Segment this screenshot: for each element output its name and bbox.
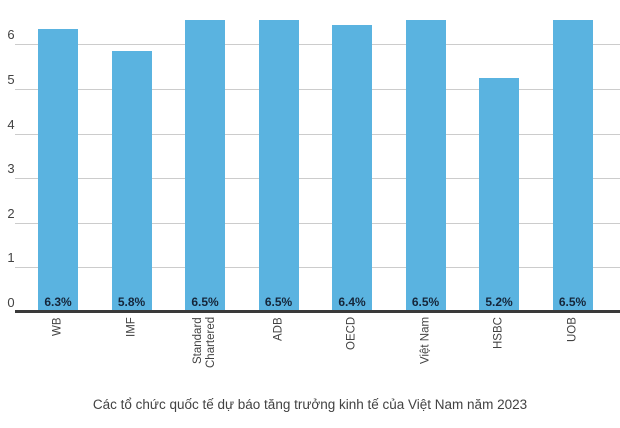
gridline	[15, 44, 620, 46]
bar	[185, 20, 225, 310]
x-tick-label-text: ADB	[272, 317, 284, 341]
x-tick-label-text: OECD	[345, 317, 358, 351]
x-tick-label-text: UOB	[566, 317, 578, 342]
bar	[479, 78, 519, 310]
x-tick-label: WB	[52, 317, 65, 387]
bar-value-label: 6.5%	[264, 295, 293, 309]
y-tick-label: 1	[7, 250, 15, 266]
x-tick-label-text: Standard Chartered	[192, 317, 217, 369]
gridline	[15, 89, 620, 90]
x-tick-label: Việt Nam	[419, 317, 432, 387]
y-tick-label: 2	[7, 205, 15, 221]
x-tick-label: HSBC	[493, 317, 506, 387]
bar	[111, 51, 152, 310]
x-tick-label-text: HSBC	[492, 317, 505, 349]
bar-value-label: 6.5%	[191, 295, 219, 309]
gridline	[15, 133, 620, 135]
y-tick-label: 6	[7, 27, 15, 43]
bar	[332, 25, 372, 310]
x-tick-label-text: IMF	[125, 317, 137, 337]
gridline	[15, 222, 620, 224]
bar	[38, 29, 78, 310]
x-tick-label: UOB	[566, 317, 579, 387]
bar-value-label: 6.5%	[411, 295, 440, 309]
y-tick-label: 4	[7, 116, 15, 132]
x-tick-label: IMF	[125, 317, 138, 387]
bar	[258, 20, 299, 310]
x-tick-label: Standard Chartered	[192, 317, 218, 387]
y-tick-label: 0	[7, 295, 15, 310]
x-tick-label: ADB	[272, 317, 285, 387]
x-axis-line	[15, 310, 620, 313]
gridline	[15, 178, 620, 180]
y-tick-label: 5	[7, 72, 15, 87]
x-tick-label-text: Việt Nam	[419, 317, 431, 365]
x-tick-label: OECD	[346, 317, 359, 387]
x-tick-label-text: WB	[51, 317, 64, 336]
gridline	[15, 267, 620, 269]
bar-value-label: 5.2%	[485, 295, 513, 309]
y-tick-label: 3	[7, 161, 15, 177]
bar	[405, 20, 446, 310]
bar-value-label: 6.5%	[558, 295, 587, 309]
bar	[552, 20, 593, 310]
bar-value-label: 6.3%	[44, 295, 72, 309]
chart-title: Các tổ chức quốc tế dự báo tăng trưởng k…	[92, 397, 528, 412]
bar-value-label: 6.4%	[338, 295, 366, 309]
bar-value-label: 5.8%	[117, 295, 146, 309]
